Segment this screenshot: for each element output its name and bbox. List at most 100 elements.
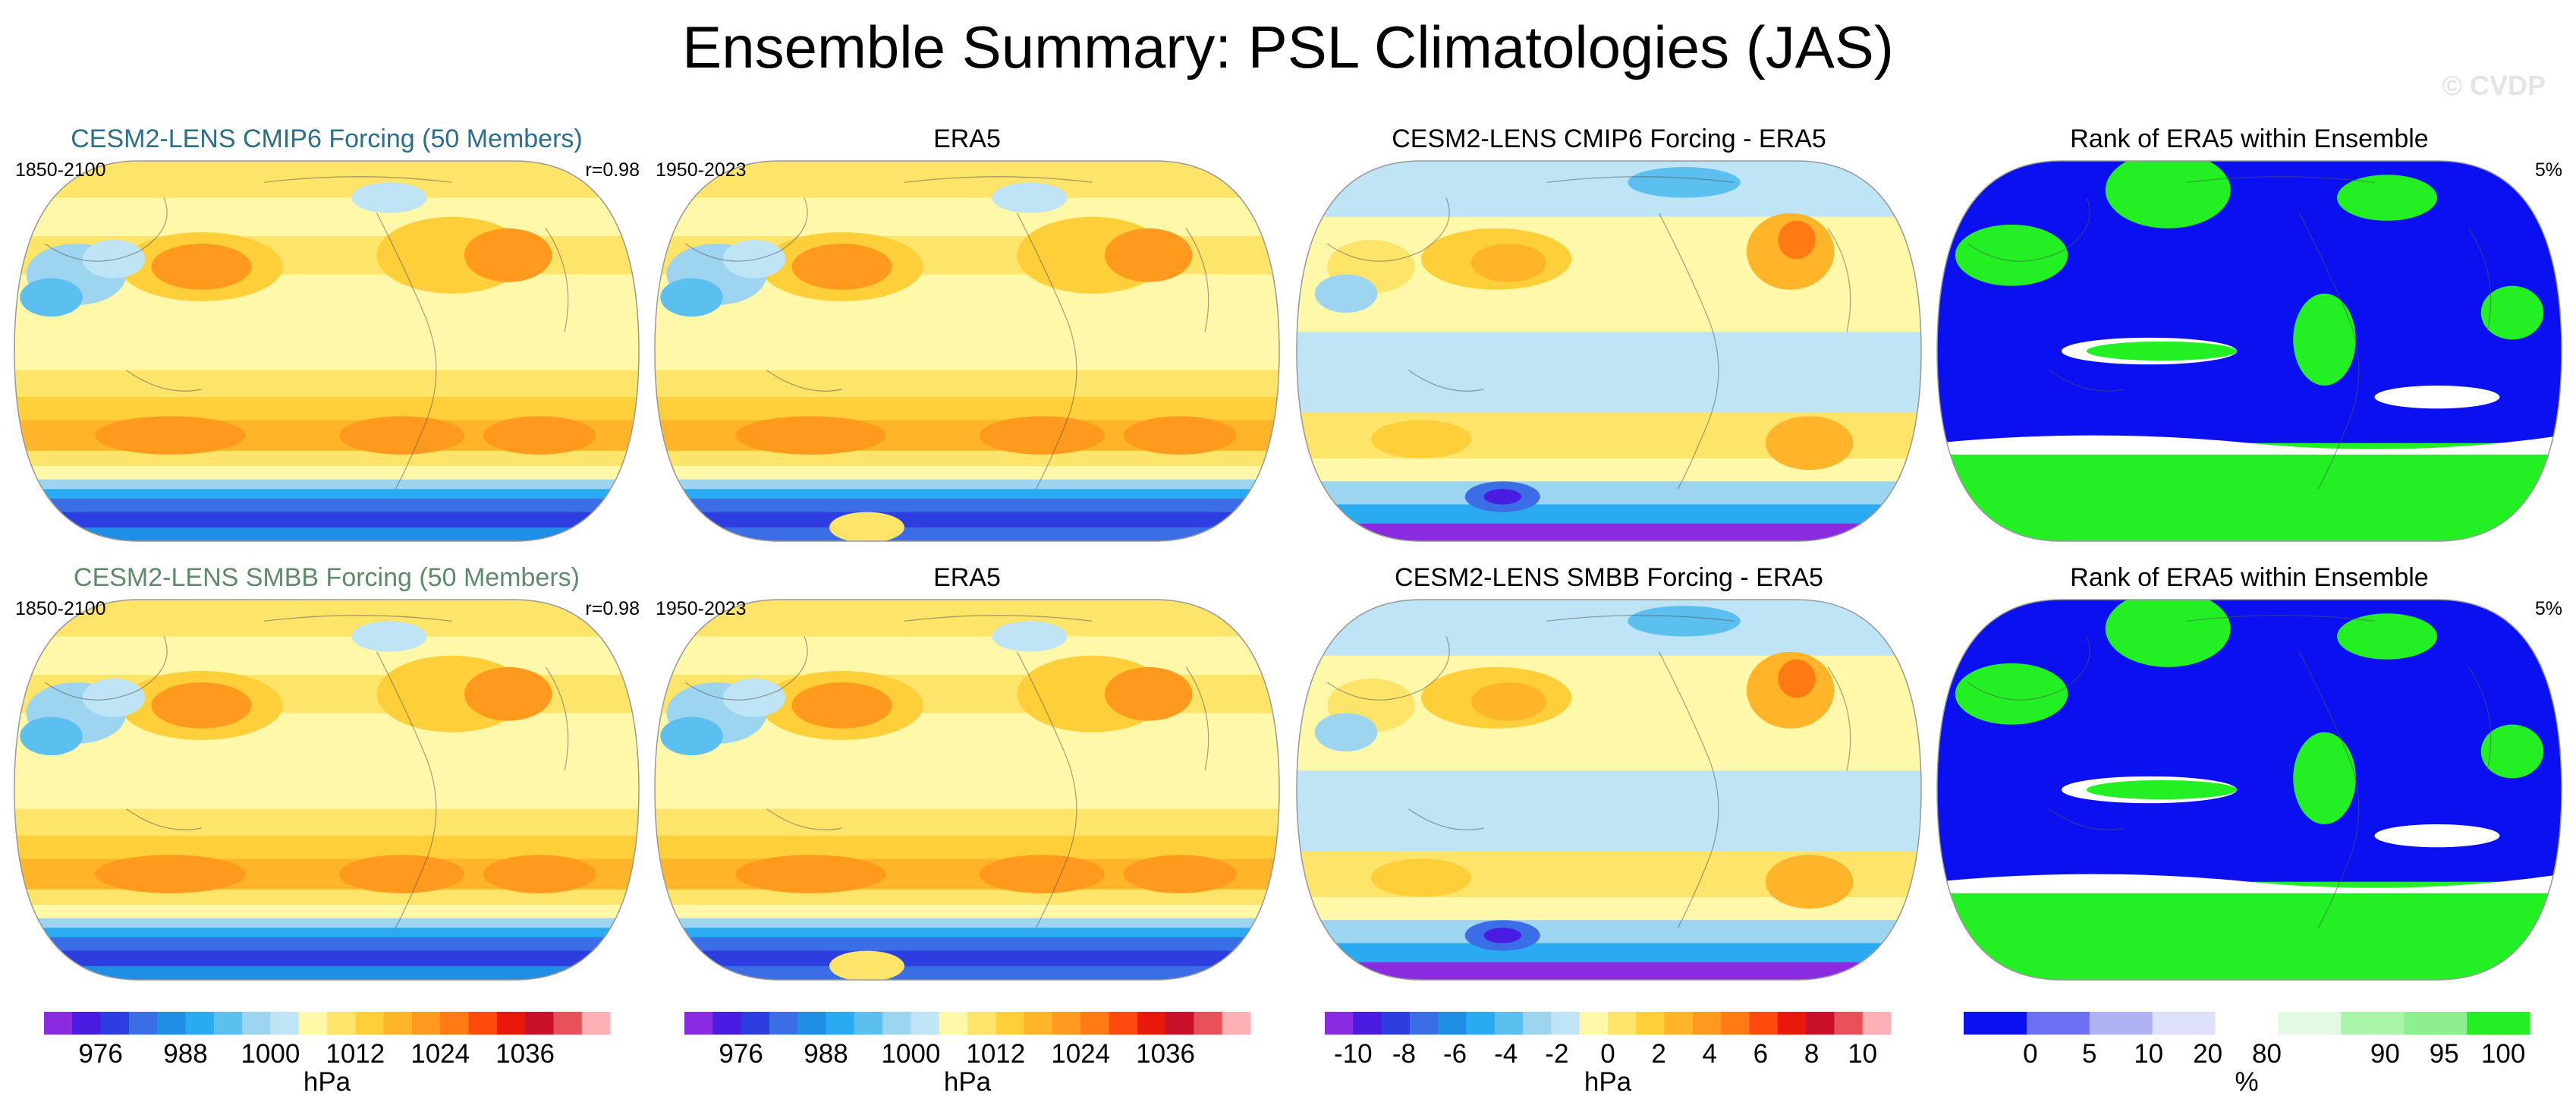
colorbar-tick-label: 1012	[326, 1039, 385, 1069]
colorbar-tick-label: 80	[2252, 1039, 2282, 1069]
colorbar-swatch	[1523, 1012, 1552, 1035]
colorbar-swatch	[525, 1012, 554, 1035]
panel-period-6: 1950-2023	[656, 598, 747, 619]
main-title: Ensemble Summary: PSL Climatologies (JAS…	[682, 14, 1894, 80]
panel-period-2: 1950-2023	[656, 159, 747, 181]
colorbar-tick-label: 1000	[241, 1039, 300, 1069]
colorbar-tick-label: 0	[1600, 1039, 1615, 1069]
panel-title-2: ERA5	[933, 124, 1001, 153]
colorbar-swatch	[939, 1012, 968, 1035]
colorbar-swatch	[298, 1012, 328, 1035]
colorbar-tick-label: 10	[2134, 1039, 2164, 1069]
colorbar-swatch	[854, 1012, 883, 1035]
colorbar-swatch	[797, 1012, 826, 1035]
colorbar-swatch	[826, 1012, 855, 1035]
panel-title-4: Rank of ERA5 within Ensemble	[2070, 124, 2429, 153]
colorbar-swatch	[1664, 1012, 1694, 1035]
colorbar-swatch	[2467, 1012, 2530, 1035]
colorbar-swatch	[270, 1012, 300, 1035]
panel-stat-8: 5%	[2534, 598, 2562, 619]
colorbar-swatch	[2278, 1012, 2342, 1035]
colorbar-swatch	[712, 1012, 742, 1035]
colorbar-tick-label: -4	[1494, 1039, 1518, 1069]
colorbar-swatch	[1862, 1012, 1892, 1035]
watermark: © CVDP	[2442, 70, 2546, 101]
colorbar-swatch	[1551, 1012, 1581, 1035]
colorbar-tick-label: -8	[1392, 1039, 1416, 1069]
colorbar-swatch	[1636, 1012, 1665, 1035]
colorbar-swatch	[2026, 1012, 2090, 1035]
colorbar-swatch	[684, 1012, 713, 1035]
colorbar-tick-label: 100	[2480, 1039, 2526, 1069]
colorbar-swatch	[185, 1012, 215, 1035]
colorbar-tick-label: 1012	[966, 1039, 1026, 1069]
map-panel-5	[14, 599, 640, 981]
colorbar-swatch	[1165, 1012, 1194, 1035]
colorbar-tick-label: 20	[2193, 1039, 2223, 1069]
colorbar-swatch	[1608, 1012, 1637, 1035]
panel-period-1: 1850-2100	[15, 159, 106, 181]
colorbar-swatch	[2215, 1012, 2279, 1035]
colorbar-swatch	[1964, 1012, 2027, 1035]
colorbar-unit: hPa	[303, 1067, 351, 1097]
colorbar-swatch	[995, 1012, 1025, 1035]
colorbar-tick-label: 4	[1702, 1039, 1717, 1069]
colorbar-3	[1325, 1012, 1892, 1035]
colorbar-4	[1964, 1012, 2530, 1035]
colorbar-swatch	[2089, 1012, 2153, 1035]
colorbar-tick-label: 90	[2370, 1039, 2400, 1069]
map-panel-4	[1936, 160, 2562, 542]
panel-title-3: CESM2-LENS CMIP6 Forcing - ERA5	[1392, 124, 1826, 153]
colorbar-tick-label: 1000	[881, 1039, 941, 1069]
colorbar-swatch	[496, 1012, 526, 1035]
colorbar-tick-label: 2	[1651, 1039, 1666, 1069]
colorbar-swatch	[1721, 1012, 1750, 1035]
colorbar-swatch	[967, 1012, 996, 1035]
panel-stat-5: r=0.98	[585, 598, 640, 619]
colorbar-swatch	[2152, 1012, 2216, 1035]
colorbar-unit: hPa	[1584, 1067, 1632, 1097]
colorbar-tick-label: 976	[719, 1039, 763, 1069]
colorbar-tick-label: 988	[163, 1039, 208, 1069]
panel-title-5: CESM2-LENS SMBB Forcing (50 Members)	[74, 563, 580, 592]
colorbar-swatch	[411, 1012, 441, 1035]
colorbar-tick-label: -6	[1443, 1039, 1467, 1069]
colorbar-swatch	[2404, 1012, 2467, 1035]
panel-title-7: CESM2-LENS SMBB Forcing - ERA5	[1395, 563, 1823, 592]
colorbar-swatch	[2341, 1012, 2405, 1035]
colorbar-1	[44, 1012, 611, 1035]
colorbar-swatch	[553, 1012, 583, 1035]
colorbar-tick-label: 0	[2023, 1039, 2038, 1069]
colorbar-tick-label: 988	[804, 1039, 848, 1069]
colorbar-unit: %	[2235, 1067, 2259, 1097]
colorbar-swatch	[1353, 1012, 1382, 1035]
colorbar-swatch	[1381, 1012, 1411, 1035]
colorbar-tick-label: 1036	[495, 1039, 555, 1069]
colorbar-swatch	[1777, 1012, 1807, 1035]
panel-period-5: 1850-2100	[15, 598, 106, 619]
colorbar-tick-label: 6	[1753, 1039, 1769, 1069]
colorbar-swatch	[1579, 1012, 1609, 1035]
map-panel-7	[1296, 599, 1922, 981]
colorbar-swatch	[1137, 1012, 1166, 1035]
panel-title-6: ERA5	[933, 563, 1001, 592]
colorbar-swatch	[1325, 1012, 1354, 1035]
map-panel-2	[654, 160, 1280, 542]
colorbar-swatch	[1806, 1012, 1835, 1035]
colorbar-swatch	[1222, 1012, 1251, 1035]
colorbar-swatch	[1080, 1012, 1109, 1035]
colorbar-tick-label: 10	[1848, 1039, 1878, 1069]
colorbar-swatch	[1438, 1012, 1467, 1035]
colorbar-swatch	[1052, 1012, 1081, 1035]
colorbar-tick-label: 1024	[410, 1039, 470, 1069]
colorbar-swatch	[1466, 1012, 1496, 1035]
colorbar-swatch	[1692, 1012, 1722, 1035]
map-panel-1	[14, 160, 640, 542]
panel-stat-1: r=0.98	[585, 159, 640, 181]
colorbar-tick-label: 976	[78, 1039, 123, 1069]
map-panel-6	[654, 599, 1280, 981]
colorbar-swatch	[327, 1012, 356, 1035]
colorbar-unit: hPa	[943, 1067, 992, 1097]
map-panel-8	[1936, 599, 2562, 981]
